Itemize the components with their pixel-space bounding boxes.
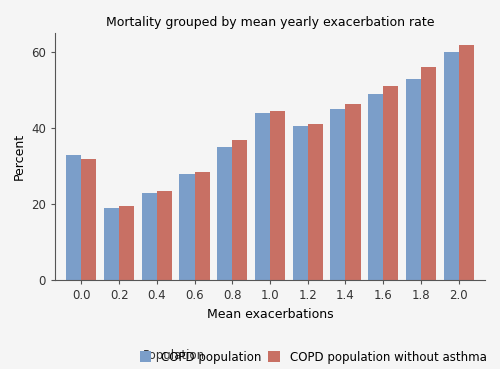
Legend: COPD population, COPD population without asthma: COPD population, COPD population without… (140, 351, 486, 363)
Bar (194, 172, 210, 280)
Text: Population: Population (143, 349, 206, 362)
Bar (308, 124, 323, 280)
Bar (217, 147, 232, 280)
Title: Mortality grouped by mean yearly exacerbation rate: Mortality grouped by mean yearly exacerb… (106, 16, 434, 29)
Bar (232, 140, 248, 280)
Bar (368, 94, 383, 280)
Bar (421, 68, 436, 280)
Bar (383, 86, 398, 280)
Bar (104, 208, 119, 280)
Bar (157, 191, 172, 280)
Bar (330, 109, 345, 280)
Bar (292, 127, 308, 280)
Bar (346, 104, 360, 280)
Bar (458, 45, 473, 280)
Bar (142, 193, 157, 280)
Y-axis label: Percent: Percent (12, 133, 26, 180)
Bar (82, 159, 96, 280)
X-axis label: Mean exacerbations: Mean exacerbations (206, 308, 334, 321)
Bar (66, 155, 82, 280)
Bar (255, 113, 270, 280)
Bar (180, 174, 194, 280)
Bar (270, 111, 285, 280)
Bar (406, 79, 421, 280)
Bar (444, 52, 458, 280)
Bar (119, 206, 134, 280)
